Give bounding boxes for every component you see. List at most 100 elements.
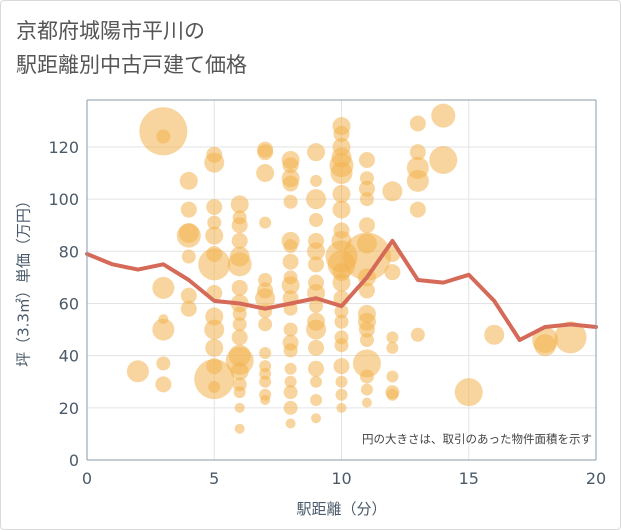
data-bubble [283, 385, 298, 400]
data-bubble [358, 282, 375, 299]
data-bubble [358, 152, 375, 168]
data-bubble [534, 334, 557, 357]
data-bubble [406, 169, 429, 192]
x-tick-label: 15 [459, 469, 479, 488]
data-bubble [227, 252, 252, 277]
data-bubble [308, 360, 325, 377]
x-axis-label: 駅距離（分） [296, 500, 386, 518]
data-bubble [307, 143, 326, 162]
data-bubble [230, 362, 249, 381]
data-bubble [333, 358, 350, 375]
data-bubble [359, 333, 374, 347]
title-line-1: 京都府城陽市平川の [16, 19, 205, 43]
data-bubble [231, 217, 248, 234]
data-bubble [358, 217, 375, 234]
data-bubble [554, 321, 587, 354]
data-bubble [409, 201, 426, 218]
data-bubble [409, 115, 426, 132]
data-bubble [180, 201, 197, 218]
data-bubble [152, 276, 175, 299]
data-bubble [333, 125, 350, 142]
data-bubble [359, 369, 374, 384]
data-bubble [310, 174, 323, 187]
data-bubble [255, 288, 276, 309]
data-bubble [386, 370, 399, 383]
data-bubble [259, 347, 272, 360]
data-bubble [335, 388, 348, 401]
data-bubble [231, 279, 248, 296]
data-bubble [309, 213, 324, 227]
y-tick-label: 80 [59, 242, 79, 261]
data-bubble [352, 349, 381, 378]
data-bubble [384, 264, 401, 281]
data-bubble [260, 395, 271, 405]
data-bubble [259, 216, 272, 229]
data-bubble [283, 239, 298, 254]
chart-title: 京都府城陽市平川の 駅距離別中古戸建て価格 [16, 14, 247, 82]
data-bubble [180, 287, 197, 304]
data-bubble [204, 319, 225, 340]
data-bubble [334, 304, 349, 319]
data-bubble [386, 331, 399, 344]
data-bubble [207, 215, 222, 230]
data-bubble [334, 314, 349, 329]
data-bubble [382, 181, 403, 202]
data-bubble [358, 321, 375, 338]
data-bubble [259, 375, 272, 388]
data-bubble [358, 180, 375, 197]
data-bubble [281, 276, 300, 295]
y-tick-label: 0 [69, 451, 79, 470]
data-bubble [194, 359, 235, 400]
data-bubble [284, 375, 297, 388]
data-bubble [431, 103, 456, 128]
axes [86, 99, 597, 461]
y-axis-label: 坪（3.3㎡）単価（万円） [15, 193, 33, 367]
data-bubble [336, 402, 347, 413]
y-tick-label: 40 [59, 347, 79, 366]
data-bubble [282, 253, 299, 270]
data-bubble [206, 198, 223, 215]
data-bubble [232, 306, 247, 321]
data-bubble [179, 171, 198, 190]
data-bubble [152, 318, 175, 341]
tick-labels: 0 20 40 60 80 100 120 0 5 10 15 20 [48, 138, 606, 488]
data-bubble [234, 423, 245, 434]
data-bubble [332, 184, 351, 203]
data-bubble [233, 386, 246, 399]
data-bubble [204, 152, 225, 173]
data-bubble [335, 375, 348, 388]
data-bubble [484, 324, 505, 345]
data-bubble [283, 194, 298, 209]
data-bubble [429, 146, 458, 174]
x-tick-label: 0 [82, 469, 92, 488]
data-bubble [283, 400, 298, 415]
data-bubble [386, 341, 399, 354]
data-bubble [231, 232, 248, 249]
data-bubble [306, 319, 327, 340]
data-bubble [454, 378, 483, 407]
data-bubble [156, 356, 171, 371]
data-bubble [310, 375, 323, 388]
data-bubble [180, 300, 197, 317]
data-bubble [257, 144, 274, 161]
data-bubble [307, 242, 326, 261]
y-tick-label: 100 [48, 190, 79, 209]
y-tick-label: 20 [59, 399, 79, 418]
data-bubble [126, 360, 149, 383]
data-bubble [330, 162, 353, 185]
data-bubble [285, 418, 296, 429]
data-bubble [310, 394, 323, 406]
y-tick-label: 60 [59, 294, 79, 313]
data-bubble [258, 317, 273, 332]
data-bubble [181, 249, 196, 264]
data-bubble [342, 232, 391, 281]
y-tick-label: 120 [48, 138, 79, 157]
data-bubble [332, 200, 351, 219]
data-bubble [234, 402, 245, 413]
data-bubble [230, 195, 249, 214]
x-tick-label: 5 [209, 469, 219, 488]
bubble-layer [126, 103, 587, 434]
data-bubble [282, 175, 299, 192]
data-bubble [232, 317, 247, 332]
